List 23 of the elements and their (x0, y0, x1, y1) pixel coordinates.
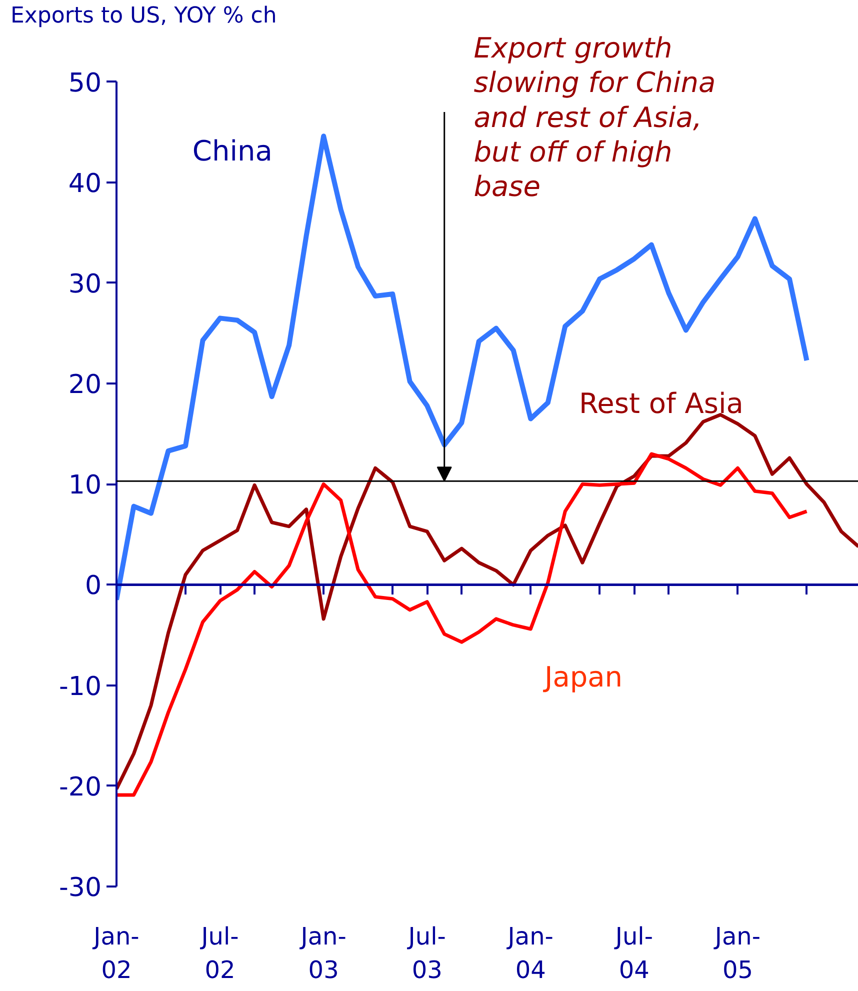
y-tick-label: 0 (84, 571, 102, 602)
y-axis-title: Exports to US, YOY % ch (10, 4, 277, 28)
x-tick-label: Jan- 05 (712, 922, 761, 984)
line-series (116, 413, 858, 791)
y-tick-label: -20 (59, 772, 102, 802)
annotation: Export growth slowing for China and rest of Asia, but off of high base (474, 32, 716, 204)
y-tick-label: 20 (68, 370, 102, 400)
x-tick-label: Jul- 03 (406, 922, 446, 984)
y-tick-label: -30 (59, 873, 102, 903)
y-tick-label: -10 (59, 672, 102, 702)
series-label: Japan (542, 660, 623, 694)
x-tick-label: Jan- 03 (298, 922, 346, 984)
series-label: China (192, 134, 272, 168)
x-tick-label: Jan- 04 (506, 922, 554, 984)
line-series (116, 452, 808, 797)
y-tick-label: 50 (68, 68, 102, 98)
y-tick-label: 10 (68, 470, 102, 501)
x-tick-label: Jul- 04 (613, 922, 653, 984)
y-tick-label: 40 (68, 168, 102, 199)
x-tick-label: Jan- 02 (92, 922, 140, 984)
x-tick-label: Jul- 02 (199, 922, 239, 984)
series-label: Rest of Asia (578, 386, 744, 420)
y-tick-label: 30 (68, 269, 102, 300)
